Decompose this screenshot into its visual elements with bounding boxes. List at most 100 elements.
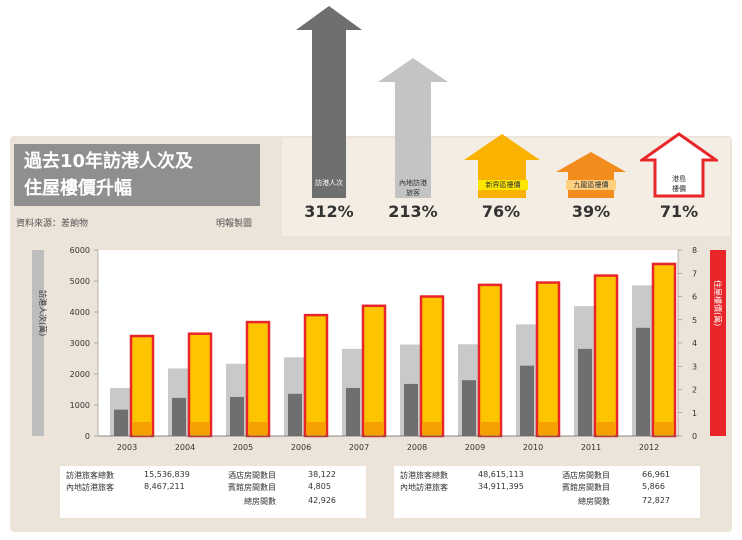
bar-dark-gray	[230, 396, 244, 436]
stat-value: 5,866	[642, 482, 665, 491]
stat-value: 48,615,113	[478, 470, 524, 479]
right-axis-label: 住屋樓價(萬)	[713, 280, 723, 326]
arrow-label-3: 九龍區樓價	[566, 180, 616, 190]
stat-label: 總房間數	[244, 497, 276, 506]
y-left-tick-label: 1000	[70, 401, 90, 410]
bar-dark-gray	[462, 380, 476, 436]
stat-value: 72,827	[642, 496, 670, 505]
left-axis-label: 訪港人次(萬)	[38, 290, 48, 336]
stat-label: 賓館房間數目	[228, 483, 276, 492]
stat-value: 8,467,211	[144, 482, 185, 491]
bar-dark-gray	[578, 348, 592, 436]
y-right-tick-label: 5	[692, 316, 697, 325]
x-tick-label: 2003	[117, 443, 137, 452]
bar-price	[303, 313, 329, 438]
x-tick-label: 2005	[233, 443, 253, 452]
y-right-tick-label: 0	[692, 432, 697, 441]
stat-value: 38,122	[308, 470, 336, 479]
x-tick-label: 2009	[465, 443, 485, 452]
arrow-pct-1: 213%	[388, 202, 438, 221]
y-left-tick-label: 4000	[70, 308, 90, 317]
stat-label: 總房間數	[578, 497, 610, 506]
bar-price-base	[191, 422, 209, 436]
bar-dark-gray	[404, 383, 418, 436]
bar-price-base	[539, 422, 557, 436]
stats-box-2003: 訪港旅客總數 15,536,839 內地訪港旅客 8,467,211 酒店房間數…	[60, 466, 366, 518]
stat-label: 訪港旅客總數	[66, 471, 114, 480]
credit-note: 明報製圖	[216, 219, 253, 229]
x-tick-label: 2006	[291, 443, 311, 452]
hk-island-house-icon	[640, 132, 718, 198]
y-right-tick-label: 6	[692, 293, 697, 302]
arrow-label-2: 新界區樓價	[478, 180, 528, 190]
y-right-tick-label: 3	[692, 362, 697, 371]
stat-label: 內地訪港旅客	[66, 483, 114, 492]
y-right-tick-label: 1	[692, 409, 697, 418]
bar-dark-gray	[520, 365, 534, 436]
y-right-tick-label: 7	[692, 269, 697, 278]
stat-row: 內地訪港旅客	[66, 482, 114, 493]
bar-price-base	[481, 422, 499, 436]
title-line-2: 住屋樓價升幅	[24, 178, 132, 199]
visitor-arrow-icon	[296, 6, 362, 198]
x-tick-label: 2004	[175, 443, 195, 452]
bar-price-base	[423, 422, 441, 436]
bar-price	[651, 262, 677, 438]
bar-dark-gray	[114, 409, 128, 436]
arrow-label-0: 訪港人次	[315, 179, 343, 187]
y-right-tick-label: 2	[692, 386, 697, 395]
stat-value: 66,961	[642, 470, 670, 479]
arrow-pct-0: 312%	[304, 202, 354, 221]
bar-price-base	[655, 422, 673, 436]
bar-price-base	[307, 422, 325, 436]
title-line-1: 過去10年訪港人次及	[24, 151, 194, 172]
bar-price-base	[249, 422, 267, 436]
mainland-arrow-icon	[378, 58, 448, 198]
bar-price	[361, 304, 387, 438]
stat-label: 酒店房間數目	[562, 471, 610, 480]
y-right-tick-label: 4	[692, 339, 697, 348]
bar-price-base	[597, 422, 615, 436]
bar-chart: 訪港人次(萬) 住屋樓價(萬) 0 1000 2000 3000 4000 5000 6000 0…	[32, 246, 726, 452]
left-axis-label-strip	[32, 250, 44, 436]
bar-price	[129, 334, 155, 438]
stat-value: 15,536,839	[144, 470, 190, 479]
bar-dark-gray	[288, 393, 302, 436]
stats-box-2012: 訪港旅客總數 48,615,113 內地訪港旅客 34,911,395 酒店房間…	[394, 466, 700, 518]
stat-row: 訪港旅客總數	[66, 470, 114, 481]
bar-price	[187, 332, 213, 438]
bar-dark-gray	[172, 397, 186, 436]
y-left-tick-label: 3000	[70, 339, 90, 348]
source-note: 資料來源：差餉物	[16, 219, 89, 229]
x-tick-label: 2008	[407, 443, 427, 452]
y-right-tick-label: 8	[692, 246, 697, 255]
right-axis-label-strip	[710, 250, 726, 436]
arrow-pct-4: 71%	[659, 202, 699, 221]
bar-price	[477, 283, 503, 438]
arrow-pct-2: 76%	[481, 202, 521, 221]
x-tick-label: 2011	[581, 443, 601, 452]
bar-price	[593, 274, 619, 438]
arrow-pct-3: 39%	[571, 202, 611, 221]
stat-value: 34,911,395	[478, 482, 524, 491]
bar-price-base	[133, 422, 151, 436]
arrow-label-1: 內地訪港 旅客	[399, 179, 427, 197]
stat-value: 42,926	[308, 496, 336, 505]
kowloon-house-icon	[556, 152, 626, 198]
bar-price-base	[365, 422, 383, 436]
stat-label: 賓館房間數目	[562, 483, 610, 492]
y-left-tick-label: 0	[85, 432, 90, 441]
bar-dark-gray	[636, 327, 650, 436]
stat-label: 訪港旅客總數	[400, 471, 448, 480]
x-tick-label: 2010	[523, 443, 543, 452]
y-left-tick-label: 5000	[70, 277, 90, 286]
chart-title: 過去10年訪港人次及 住屋樓價升幅	[14, 144, 260, 206]
bar-price	[245, 320, 271, 438]
x-tick-label: 2012	[639, 443, 659, 452]
arrow-label-4: 港島 樓價	[672, 175, 686, 193]
x-tick-label: 2007	[349, 443, 369, 452]
bar-dark-gray	[346, 387, 360, 436]
stat-label: 內地訪港旅客	[400, 483, 448, 492]
stat-value: 4,805	[308, 482, 331, 491]
stat-label: 酒店房間數目	[228, 471, 276, 480]
